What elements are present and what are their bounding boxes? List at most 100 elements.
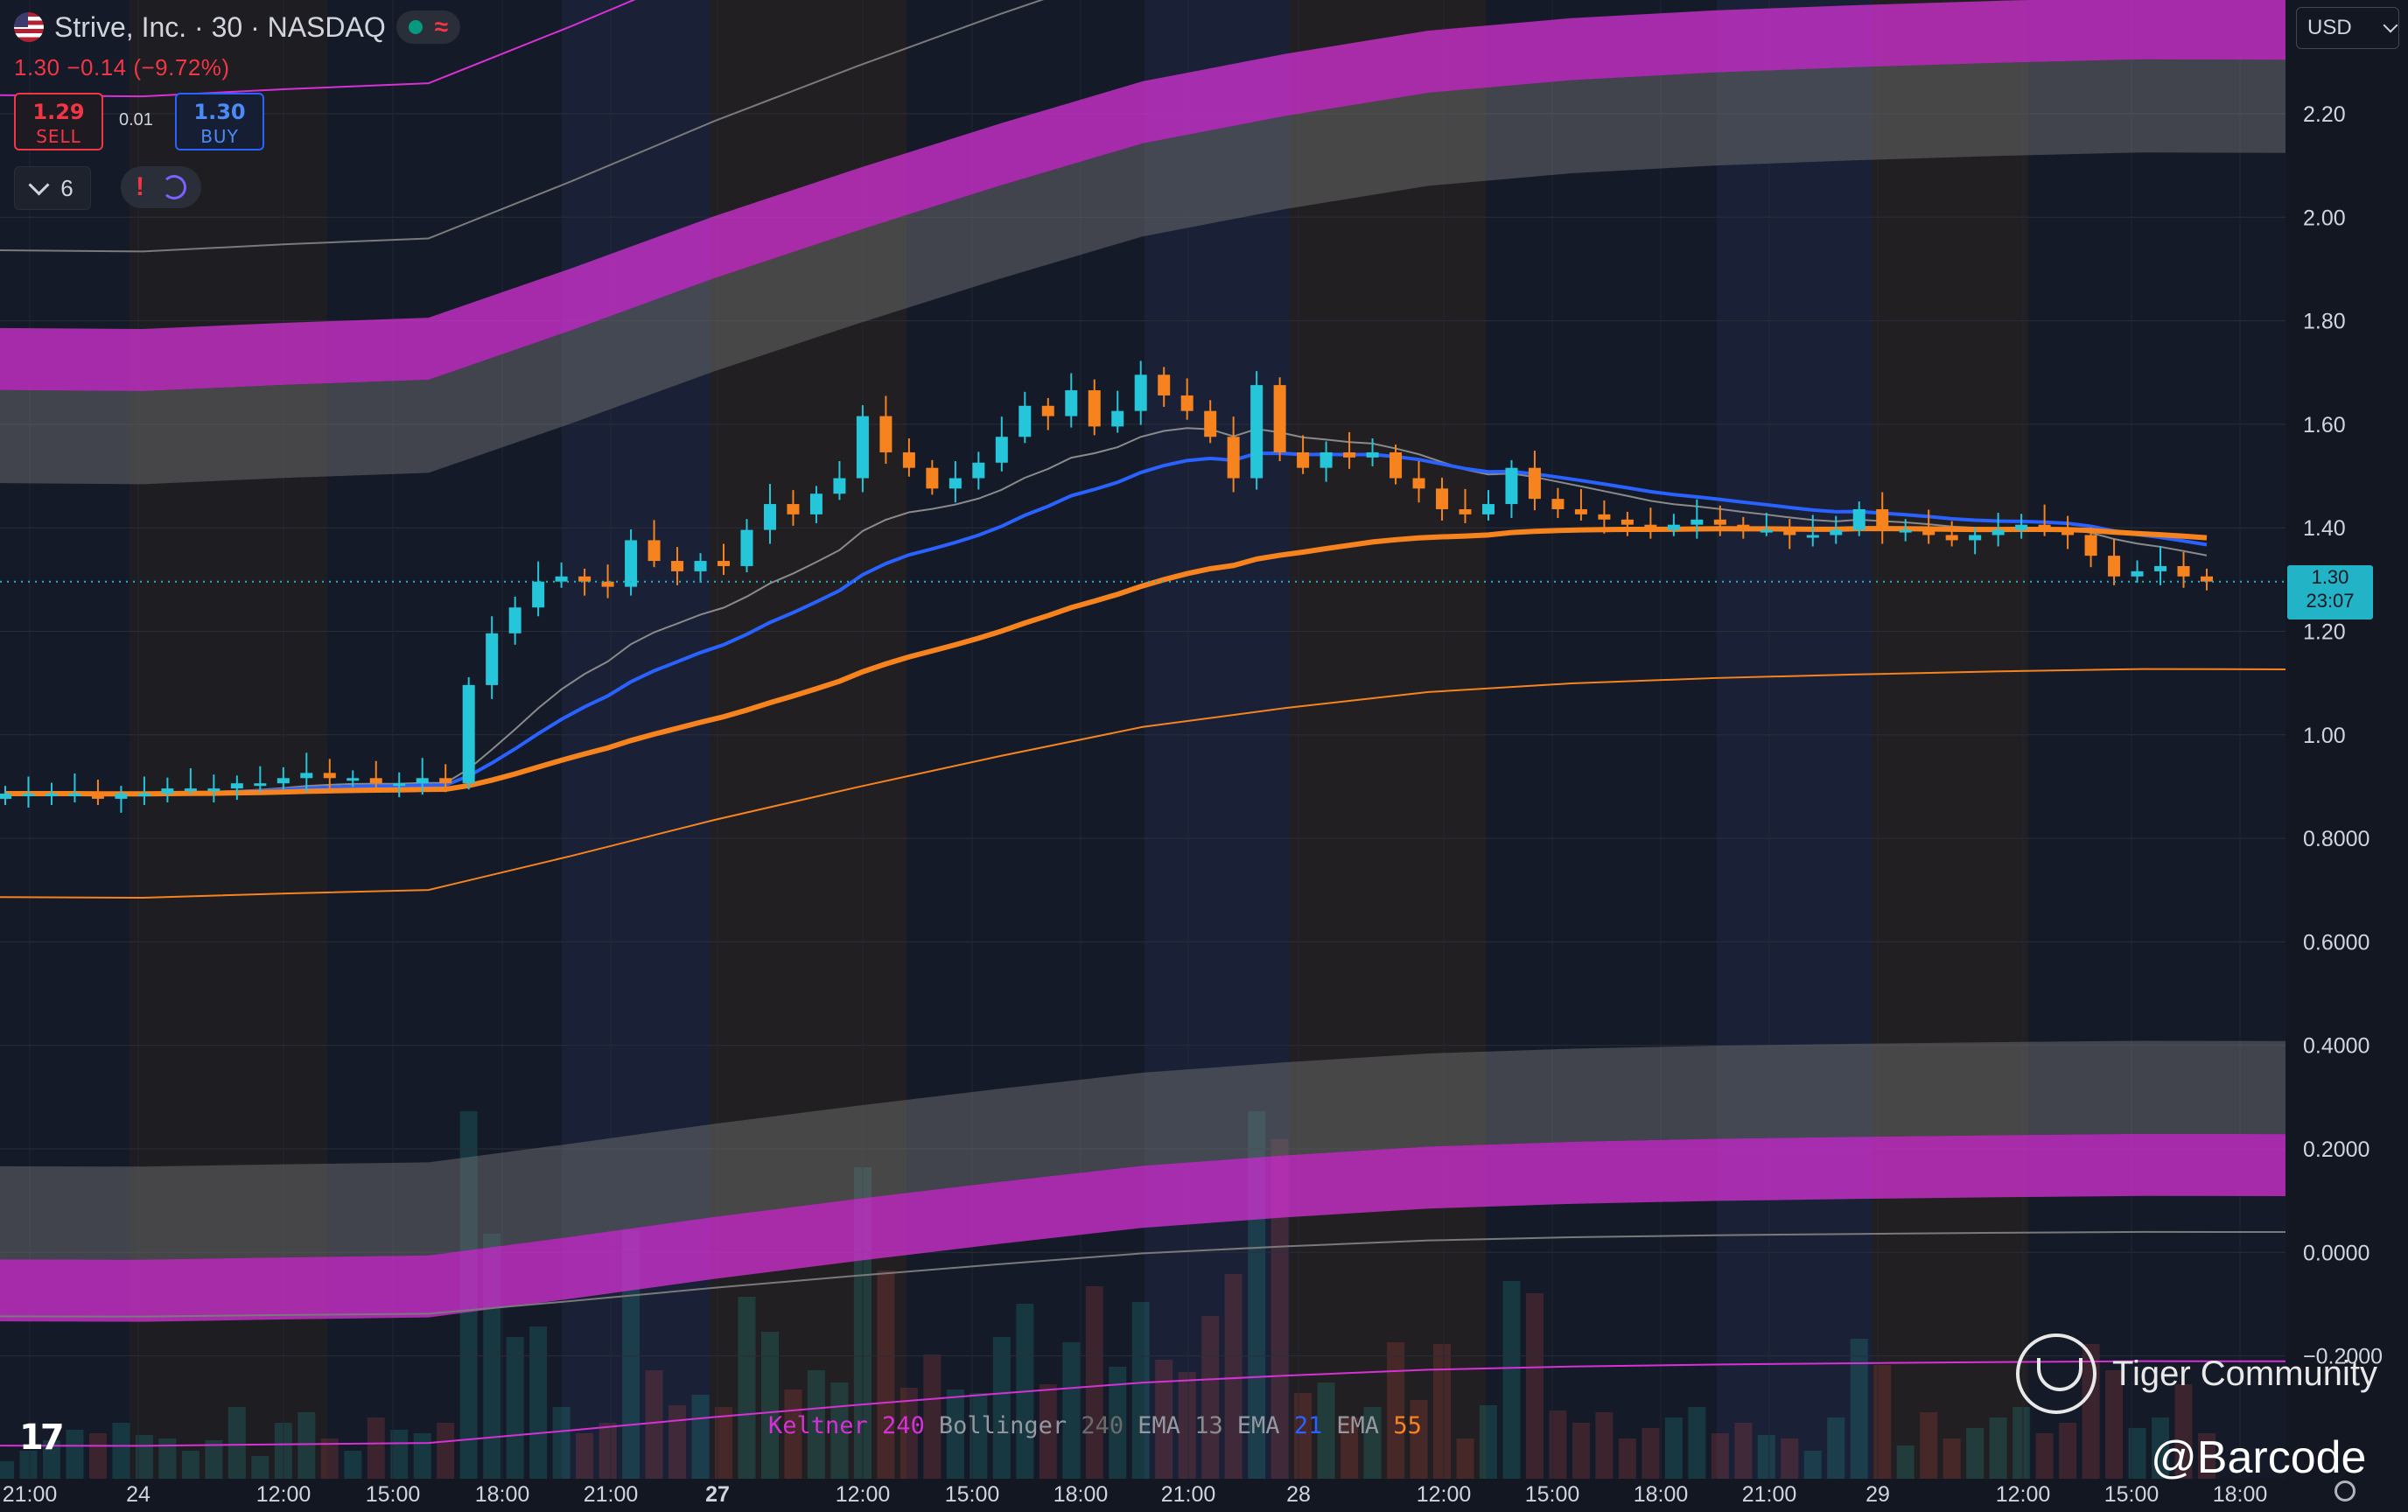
session-band [1872,0,2028,1479]
legend-name: Bollinger [938,1412,1068,1439]
legend-item[interactable]: EMA 13 [1138,1412,1223,1439]
candle [1830,515,1843,544]
time-tick-label: 28 [1286,1482,1311,1507]
volume-bar [946,1390,964,1479]
candle-body [346,778,360,781]
candle [718,543,731,576]
volume-bar [807,1370,825,1479]
buy-button[interactable]: 1.30 BUY [175,93,264,150]
legend-item[interactable]: Bollinger 240 [939,1412,1124,1439]
candle [1065,373,1078,428]
candle-body [2201,576,2213,582]
candle [1412,460,1425,503]
candle [1436,477,1449,521]
volume-bar [1062,1342,1081,1479]
candle-body [1899,529,1912,533]
session-band [1144,0,1290,1479]
volume-bar [158,1438,177,1479]
candle [1969,527,1982,555]
candle-body [416,778,429,784]
market-status-pill[interactable]: ≈ [396,10,461,44]
volume-bar [1363,1407,1382,1479]
candle [0,786,11,806]
symbol-title[interactable]: Strive, Inc. · 30 · NASDAQ [54,10,386,43]
candle [648,520,661,568]
candle-body [1945,535,1958,541]
time-tick-label: 24 [126,1482,150,1507]
candle-body [1574,508,1587,514]
buy-label: BUY [200,126,239,147]
volume-bar [598,1423,617,1479]
volume-bar [576,1433,594,1479]
volume-bar [437,1423,455,1479]
price-tick-label: 1.40 [2303,516,2346,541]
legend-item[interactable]: EMA 55 [1336,1412,1422,1439]
volume-bar [367,1418,385,1479]
candle-body [161,788,174,794]
candle [972,452,985,490]
bollinger-upper [0,0,1045,253]
legend-item[interactable]: Keltner 240 [768,1412,925,1439]
candle [2154,545,2167,585]
tiger-community-watermark: Tiger Community [2016,1334,2377,1414]
time-tick-label: 21:00 [1742,1482,1797,1507]
indicator-legend[interactable]: Keltner 240 Bollinger 240 EMA 13 EMA 21 EMA … [768,1412,1422,1439]
candle [856,405,869,493]
candle-body [1227,437,1240,479]
candle [2062,515,2075,550]
tradingview-logo-icon[interactable]: 17 [19,1418,65,1458]
volume-bar [1178,1372,1196,1479]
candle-body [1969,535,1982,541]
settings-icon[interactable] [2334,1480,2356,1502]
ema21-line [5,452,2208,796]
watermark-brand: Tiger Community [2112,1354,2378,1393]
candle-body [1412,478,1425,489]
volume-bar [1827,1418,1845,1479]
volume-bar [1039,1384,1057,1479]
volume-bar [552,1407,570,1479]
candle-body [995,437,1008,463]
candle [439,764,452,793]
tiger-logo-icon [2016,1334,2096,1414]
volume-bar [1572,1423,1590,1479]
volume-bar [2198,1433,2216,1479]
candle-body [184,788,197,792]
volume-bar [1803,1451,1822,1479]
candle-body [2177,565,2190,577]
volume-bar [1525,1293,1544,1479]
legend-item[interactable]: EMA 21 [1237,1412,1323,1439]
candle [1320,441,1333,482]
sell-button[interactable]: 1.29 SELL [14,93,103,150]
time-tick-label: 12:00 [1996,1482,2051,1507]
time-tick-label: 15:00 [366,1482,421,1507]
candle-body [809,494,822,514]
volume-bar [228,1407,246,1479]
time-tick-label: 18:00 [1634,1482,1689,1507]
candle-body [1667,524,1680,530]
candle-body [22,794,35,797]
candle [1551,487,1564,519]
data-status-pill[interactable]: ! [121,166,201,208]
currency-select[interactable]: USD [2296,7,2399,49]
symbol-header[interactable]: Strive, Inc. · 30 · NASDAQ ≈ [14,10,461,44]
candle [1574,488,1587,521]
legend-param: 13 [1180,1412,1223,1439]
candle-body [2038,524,2051,530]
candle-body [115,794,128,799]
volume-bar [1085,1286,1103,1479]
candle-body [1041,405,1054,416]
session-band [1290,0,1486,1479]
candle-body [1760,529,1773,533]
volume-bar [1502,1281,1521,1479]
candle-body [0,794,11,799]
volume-bar [344,1451,362,1479]
volume-bars [0,1111,2216,1479]
sell-price: 1.29 [32,100,85,124]
ema13-line [5,427,2208,795]
volume-bar [1109,1367,1127,1479]
candle-body [1250,385,1264,479]
candle [1806,514,1819,547]
candle-body [1111,410,1124,427]
indicators-toggle[interactable]: 6 [14,166,91,210]
